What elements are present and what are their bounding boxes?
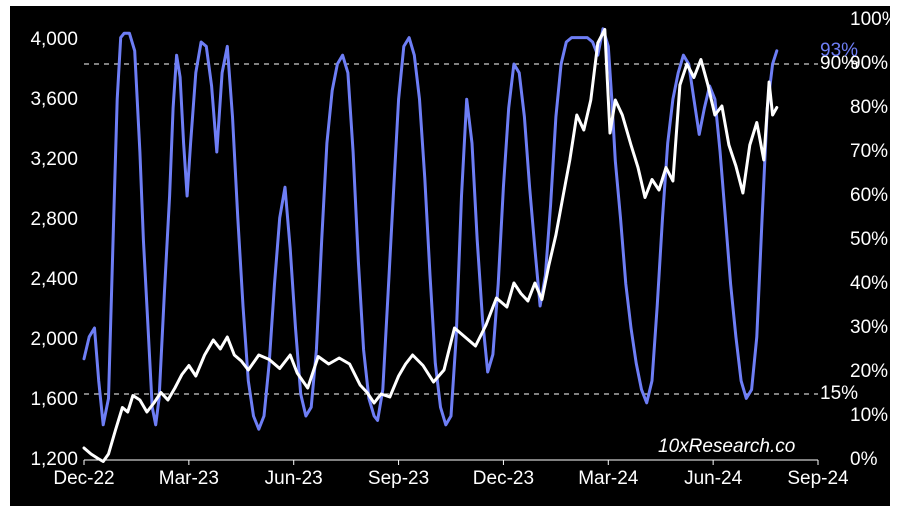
y-right-tick-label: 30% <box>850 317 888 339</box>
y-right-tick-label: 40% <box>850 273 888 295</box>
ref-line-label: 15% <box>820 383 858 405</box>
x-tick-label: Dec-22 <box>53 468 114 490</box>
y-right-tick-label: 100% <box>850 9 899 31</box>
y-right-tick-label: 0% <box>850 449 877 471</box>
chart-container: 10xResearch.co Dec-22 Mar-23 Jun-23 Sep-23 D… <box>0 0 900 511</box>
x-tick-label: Dec-23 <box>473 468 534 490</box>
y-right-tick-label: 60% <box>850 185 888 207</box>
x-tick-label: Sep-23 <box>368 468 429 490</box>
chart-canvas: 10xResearch.co Dec-22 Mar-23 Jun-23 Sep-23 D… <box>10 6 890 506</box>
final-value-label: 93% <box>820 40 858 62</box>
x-tick-label: Jun-23 <box>265 468 323 490</box>
x-tick-label: Jun-24 <box>684 468 742 490</box>
y-right-tick-label: 80% <box>850 97 888 119</box>
series-svg <box>84 20 818 460</box>
y-left-tick-label: 2,400 <box>30 269 78 291</box>
y-right-tick-label: 20% <box>850 361 888 383</box>
y-right-tick-label: 10% <box>850 405 888 427</box>
y-left-tick-label: 3,600 <box>30 89 78 111</box>
x-tick-label: Mar-24 <box>578 468 638 490</box>
watermark: 10xResearch.co <box>658 436 795 458</box>
y-left-tick-label: 3,200 <box>30 149 78 171</box>
y-left-tick-label: 1,200 <box>30 449 78 471</box>
y-left-tick-label: 2,000 <box>30 329 78 351</box>
x-tick-label: Sep-24 <box>787 468 848 490</box>
y-right-tick-label: 70% <box>850 141 888 163</box>
y-left-tick-label: 4,000 <box>30 29 78 51</box>
plot-area <box>84 20 818 460</box>
y-left-tick-label: 2,800 <box>30 209 78 231</box>
y-left-tick-label: 1,600 <box>30 389 78 411</box>
x-tick-label: Mar-23 <box>159 468 219 490</box>
y-right-tick-label: 50% <box>850 229 888 251</box>
